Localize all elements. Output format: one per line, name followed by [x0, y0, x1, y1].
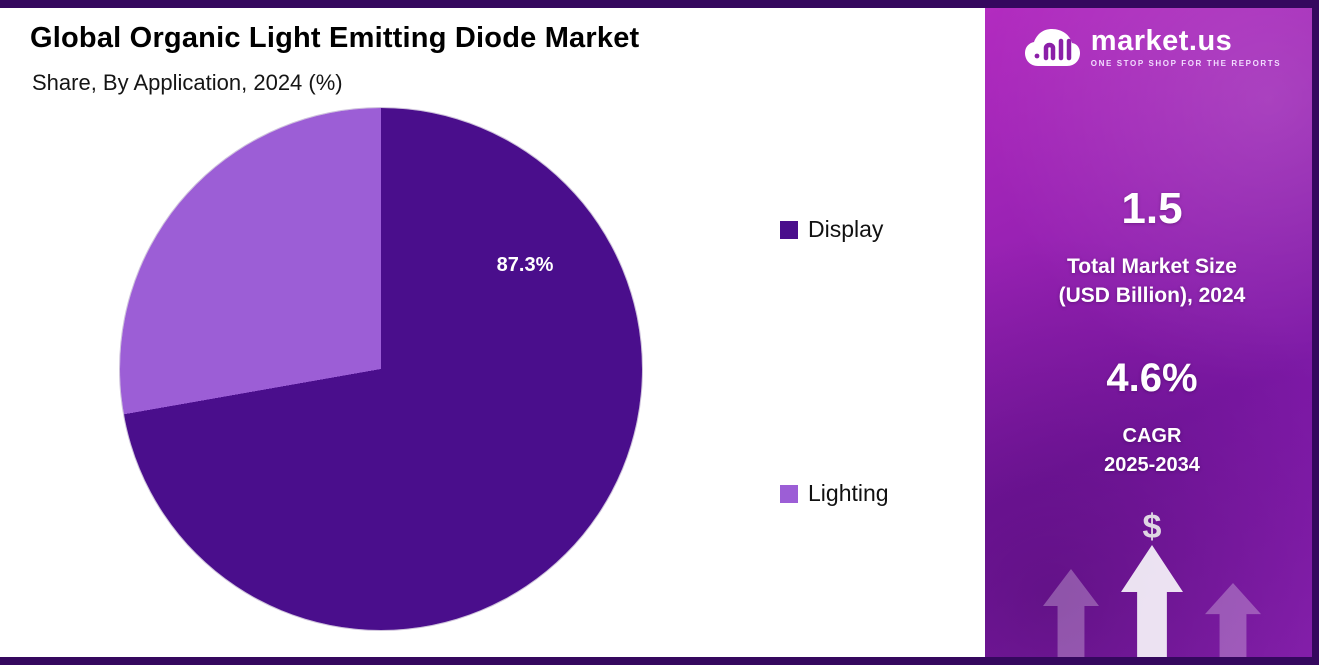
market-size-label: Total Market Size (USD Billion), 2024	[985, 252, 1319, 311]
market-size-label-line1: Total Market Size	[1067, 255, 1237, 278]
legend-item-lighting: Lighting	[780, 480, 889, 507]
page-subtitle: Share, By Application, 2024 (%)	[32, 70, 343, 95]
cagr-label-line1: CAGR	[1122, 425, 1182, 447]
up-arrow-icon	[1205, 583, 1261, 657]
right-border	[1312, 0, 1319, 665]
pie-data-label: 87.3%	[496, 254, 554, 276]
up-arrow-icon	[1043, 569, 1099, 657]
legend-item-display: Display	[780, 216, 883, 243]
legend-swatch	[780, 220, 798, 239]
growth-arrows	[985, 545, 1319, 657]
page-title: Global Organic Light Emitting Diode Mark…	[30, 22, 640, 54]
legend-label: Display	[808, 216, 884, 242]
brand-text: market.us ONE STOP SHOP FOR THE REPORTS	[1090, 25, 1282, 69]
legend-swatch	[780, 484, 798, 503]
dollar-icon: $	[1142, 508, 1162, 546]
market-size-value: 1.5	[1121, 184, 1183, 233]
legend-label: Lighting	[808, 480, 889, 506]
brand-tagline: ONE STOP SHOP FOR THE REPORTS	[1090, 59, 1282, 69]
chart-area: Global Organic Light Emitting Diode Mark…	[0, 8, 985, 657]
brand-name: market.us	[1090, 25, 1233, 57]
cagr-label-line2: 2025-2034	[1104, 454, 1200, 476]
cagr-value: 4.6%	[1106, 356, 1198, 400]
pie-chart	[120, 108, 642, 630]
bottom-border	[0, 657, 1319, 665]
up-arrow-icon	[1121, 545, 1183, 657]
market-size-label-line2: (USD Billion), 2024	[1058, 284, 1246, 308]
market-us-logo-icon	[1023, 26, 1081, 77]
cagr-label: CAGR 2025-2034	[985, 422, 1319, 480]
top-border	[0, 0, 1319, 8]
brand: market.us ONE STOP SHOP FOR THE REPORTS	[985, 26, 1319, 77]
sidebar: market.us ONE STOP SHOP FOR THE REPORTS …	[985, 0, 1319, 665]
